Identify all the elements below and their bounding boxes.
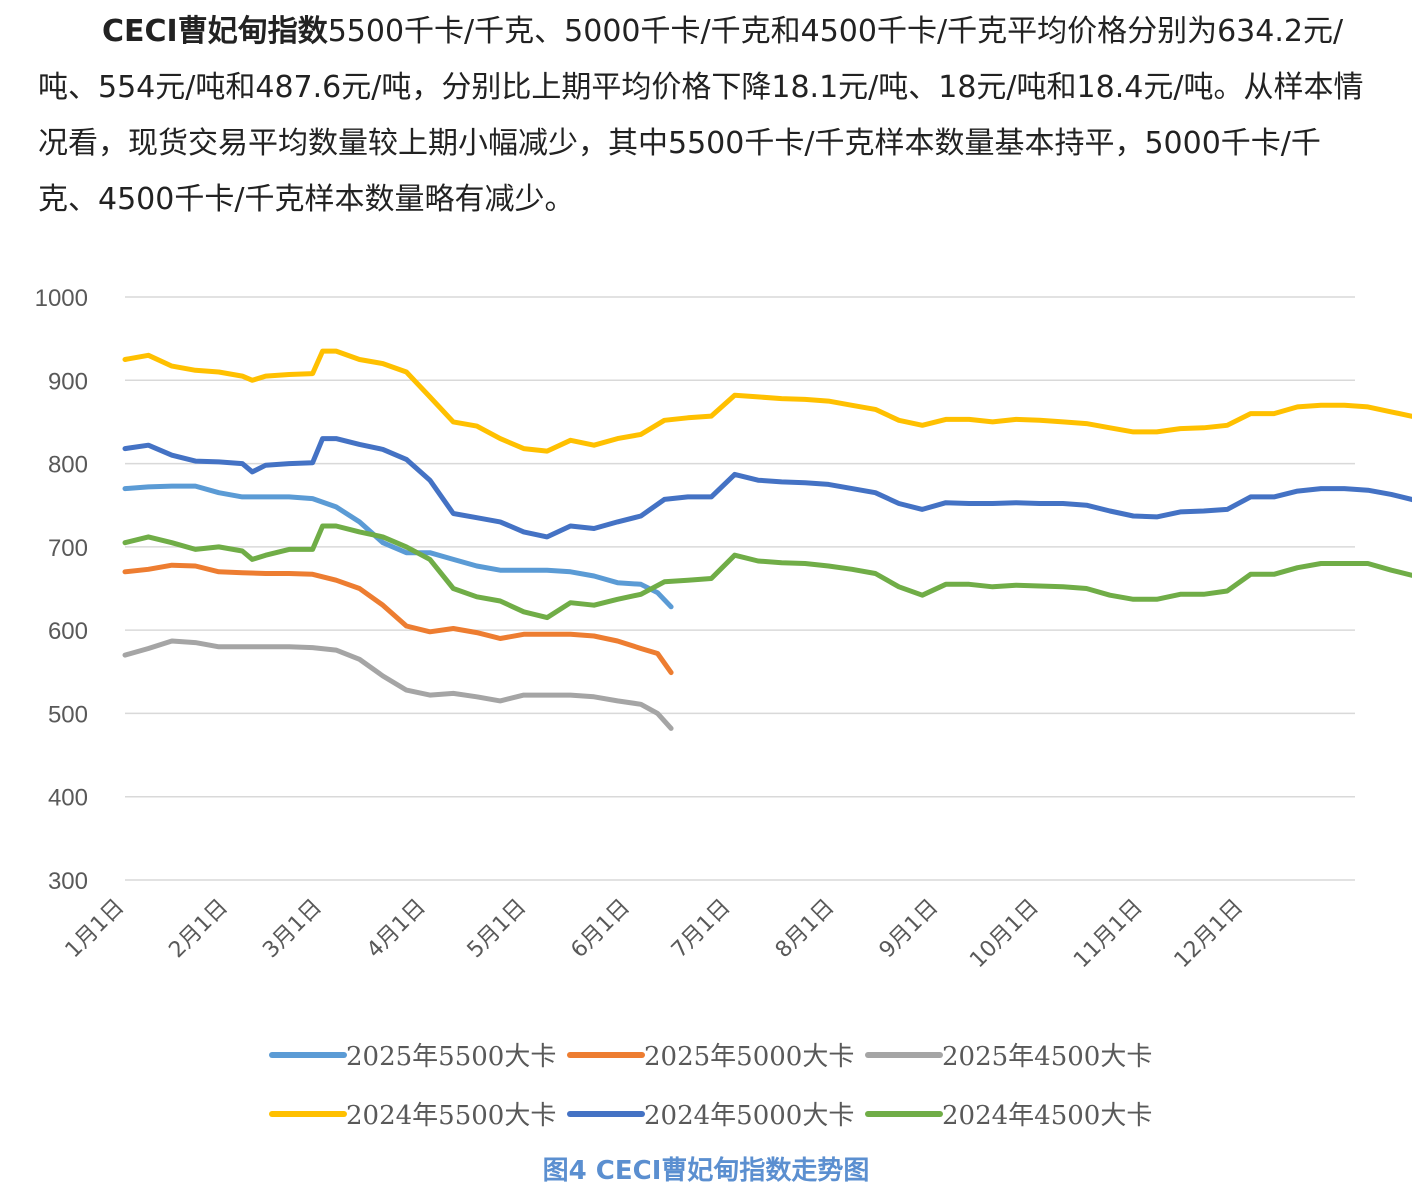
article-body: 5500千卡/千克、5000千卡/千克和4500千卡/千克平均价格分别为634.… (38, 14, 1364, 217)
legend-label: 2024年4500大卡 (942, 1101, 1152, 1131)
index-line-chart: 1000 900 800 700 600 500 400 300 1月1日 2月1日 3月1日 4月… (35, 285, 1412, 1131)
x-tick-label: 8月1日 (771, 895, 840, 964)
series-line-3 (122, 348, 1412, 454)
article-bold-lead: CECI曹妃甸指数 (102, 14, 328, 49)
y-tick-label: 1000 (35, 285, 88, 312)
legend-label: 2025年5500大卡 (346, 1042, 556, 1072)
y-tick-label: 600 (48, 618, 88, 645)
x-tick-label: 7月1日 (667, 895, 736, 964)
series-line-0 (122, 483, 674, 610)
x-tick-label: 11月1日 (1069, 895, 1147, 973)
y-tick-label: 700 (48, 535, 88, 562)
y-tick-label: 400 (48, 785, 88, 812)
y-tick-label: 800 (48, 452, 88, 479)
legend-label: 2024年5500大卡 (346, 1101, 556, 1131)
x-tick-label: 3月1日 (258, 895, 327, 964)
y-axis-ticks: 1000 900 800 700 600 500 400 300 (35, 285, 88, 895)
y-tick-label: 900 (48, 368, 88, 395)
x-tick-label: 9月1日 (875, 895, 944, 964)
x-tick-label: 4月1日 (362, 895, 431, 964)
series-line-1 (122, 562, 674, 676)
article-paragraph: CECI曹妃甸指数5500千卡/千克、5000千卡/千克和4500千卡/千克平均… (38, 4, 1378, 228)
x-tick-label: 10月1日 (965, 895, 1043, 973)
legend-label: 2024年5000大卡 (644, 1101, 854, 1131)
figure-caption: 图4 CECI曹妃甸指数走势图 (542, 1156, 870, 1186)
series-line-5 (122, 523, 1412, 621)
legend-label: 2025年4500大卡 (942, 1042, 1152, 1072)
x-tick-label: 2月1日 (165, 895, 234, 964)
series-line-4 (122, 436, 1412, 540)
y-tick-label: 300 (48, 868, 88, 895)
y-tick-label: 500 (48, 701, 88, 728)
series-lines (122, 348, 1412, 731)
series-line-2 (122, 638, 674, 731)
legend: 2025年5500大卡 2025年5000大卡 2025年4500大卡 2024年55… (269, 1042, 1152, 1131)
x-tick-label: 1月1日 (61, 895, 130, 964)
x-axis-ticks: 1月1日 2月1日 3月1日 4月1日 5月1日 6月1日 7月1日 8月1日 9月1日 10月1… (61, 895, 1248, 973)
x-tick-label: 5月1日 (463, 895, 532, 964)
gridlines (125, 296, 1355, 881)
x-tick-label: 6月1日 (567, 895, 636, 964)
legend-label: 2025年5000大卡 (644, 1042, 854, 1072)
x-tick-label: 12月1日 (1170, 895, 1248, 973)
